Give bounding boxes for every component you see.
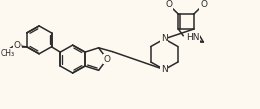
Text: O: O	[14, 42, 21, 51]
Text: O: O	[13, 41, 20, 50]
Text: O: O	[200, 0, 207, 9]
Text: CH₃: CH₃	[1, 49, 15, 58]
Text: HN: HN	[186, 33, 200, 42]
Text: N: N	[161, 34, 168, 43]
Text: O: O	[165, 0, 172, 9]
Text: O: O	[103, 55, 110, 64]
Text: N: N	[161, 65, 168, 74]
